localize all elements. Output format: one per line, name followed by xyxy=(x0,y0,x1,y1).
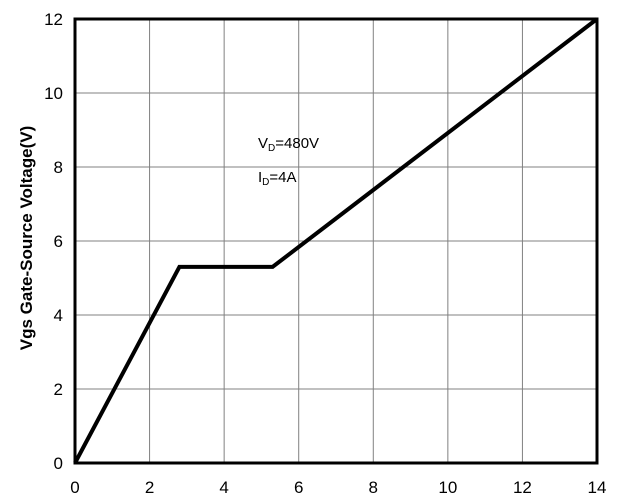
y-tick-label: 4 xyxy=(54,306,63,325)
x-tick-label: 2 xyxy=(145,478,154,497)
y-tick-label: 2 xyxy=(54,380,63,399)
y-tick-label: 8 xyxy=(54,158,63,177)
grid-lines xyxy=(74,18,598,464)
x-tick-label: 6 xyxy=(294,478,303,497)
y-tick-label: 6 xyxy=(54,232,63,251)
y-tick-label: 10 xyxy=(44,84,63,103)
x-tick-label: 12 xyxy=(513,478,532,497)
x-tick-label: 4 xyxy=(219,478,228,497)
x-tick-label: 8 xyxy=(369,478,378,497)
y-tick-label: 12 xyxy=(44,10,63,29)
x-tick-label: 10 xyxy=(438,478,457,497)
x-tick-label: 14 xyxy=(588,478,607,497)
x-tick-label: 0 xyxy=(70,478,79,497)
plot-frame xyxy=(73,17,599,465)
annotation-vd: VD=480V xyxy=(258,135,319,154)
annotation-id: ID=4A xyxy=(258,169,297,188)
x-tick-labels: 0 2 4 6 8 10 12 14 xyxy=(70,478,606,497)
series-line xyxy=(73,17,599,464)
y-axis-label: Vgs Gate-Source Voltage(V) xyxy=(17,126,36,351)
y-tick-label: 0 xyxy=(54,454,63,473)
y-tick-labels: 0 2 4 6 8 10 12 xyxy=(44,10,63,473)
